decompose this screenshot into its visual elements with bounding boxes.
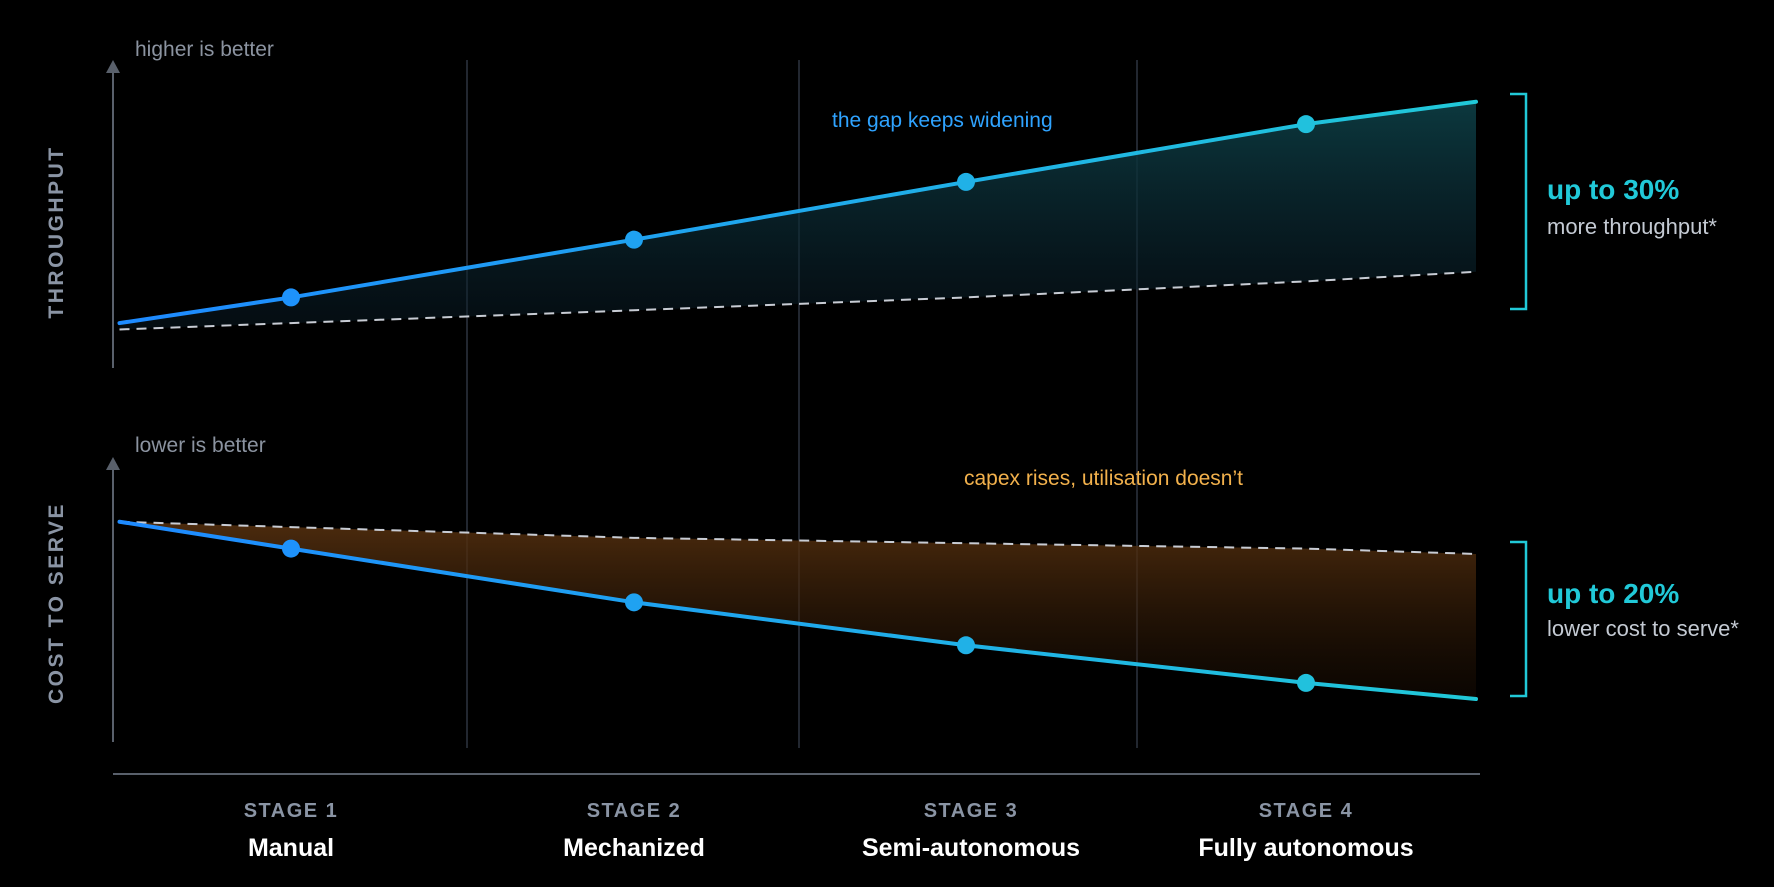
throughput-automation-line xyxy=(117,99,1478,326)
cost-panel xyxy=(117,519,1478,702)
callout-cost-value: up to 20% xyxy=(1547,578,1679,609)
throughput-marker-stage-3 xyxy=(957,172,975,191)
cost-gap-area xyxy=(119,521,1476,700)
y-axis-bottom-arrow xyxy=(106,457,120,470)
throughput-baseline-line xyxy=(119,270,1477,331)
cost-baseline-line xyxy=(119,520,1477,555)
y-axis-label-throughput: THROUGHPUT xyxy=(45,145,68,318)
stage-name: Mechanized xyxy=(563,834,705,862)
throughput-panel xyxy=(117,99,1478,331)
cost-marker-stage-4 xyxy=(1297,673,1315,692)
y-axis-top-arrow xyxy=(106,60,120,73)
throughput-marker-stage-4 xyxy=(1297,115,1315,134)
stage-name: Fully autonomous xyxy=(1198,834,1413,862)
callout-cost-text: lower cost to serve* xyxy=(1547,616,1739,641)
callout-throughput-text: more throughput* xyxy=(1547,214,1717,239)
direction-hint-bottom: lower is better xyxy=(135,434,266,457)
throughput-marker-stage-2 xyxy=(625,230,643,249)
stage-label: STAGE 1 xyxy=(244,800,339,822)
throughput-bracket xyxy=(1510,92,1528,311)
cost-automation-line xyxy=(117,519,1478,702)
annotation-capex: capex rises, utilisation doesn’t xyxy=(964,467,1243,490)
stage-label: STAGE 4 xyxy=(1259,800,1354,822)
throughput-gap-area xyxy=(119,101,1476,330)
cost-marker-stage-3 xyxy=(957,636,975,655)
cost-marker-stage-2 xyxy=(625,593,643,612)
throughput-marker-stage-1 xyxy=(282,288,300,307)
direction-hint-top: higher is better xyxy=(135,38,274,61)
cost-bracket xyxy=(1510,540,1528,698)
stage-label: STAGE 2 xyxy=(587,800,682,822)
stage-name: Semi-autonomous xyxy=(862,834,1080,862)
annotation-gap: the gap keeps widening xyxy=(832,109,1053,132)
y-axis-label-cost: COST TO SERVE xyxy=(45,502,68,704)
callout-throughput-value: up to 30% xyxy=(1547,174,1679,205)
cost-marker-stage-1 xyxy=(282,539,300,558)
stage-name: Manual xyxy=(248,834,334,862)
stage-label: STAGE 3 xyxy=(924,800,1019,822)
